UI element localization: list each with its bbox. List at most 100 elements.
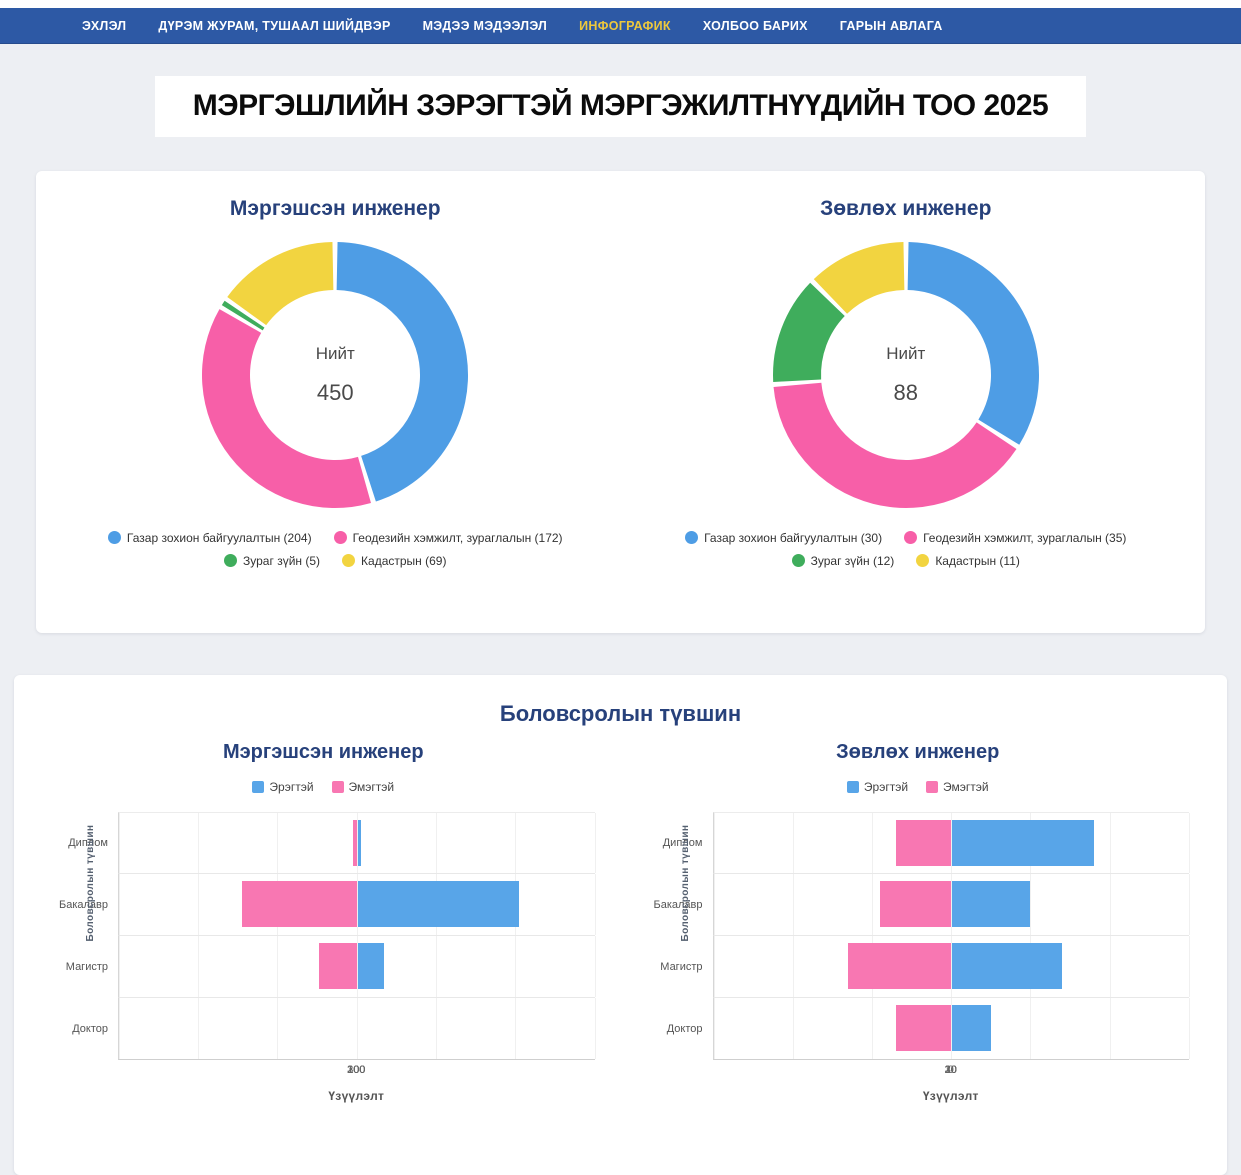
x-tick-label: 0 bbox=[947, 1063, 954, 1076]
degree-donuts-card: Мэргэшсэн инженер Нийт 450 Газар зохион бай… bbox=[36, 170, 1205, 633]
legend-row: Газар зохион байгуулалтын (30) Геодезийн … bbox=[674, 531, 1137, 554]
gridline bbox=[277, 812, 279, 873]
legend-dot-icon bbox=[107, 531, 121, 544]
y-axis-title: Боловсролын түвшин bbox=[84, 824, 96, 941]
bar-row: Доктор bbox=[52, 997, 596, 1060]
legend-label: Эмэгтэй bbox=[348, 779, 395, 794]
gridline bbox=[951, 873, 953, 935]
nav-item-5[interactable]: ХОЛБОО БАРИХ bbox=[702, 19, 808, 33]
bar-row: Магистр bbox=[52, 935, 596, 998]
top-strip bbox=[0, 0, 1241, 8]
legend-label: Зураг зүйн (12) bbox=[810, 553, 895, 568]
legend-dot-icon bbox=[791, 554, 805, 567]
x-tick-label: 300 bbox=[347, 1063, 366, 1076]
x-axis-title: Үзүүлэлт bbox=[328, 1088, 385, 1103]
legend-item: Эрэгтэй bbox=[846, 780, 908, 794]
donut-legend: Газар зохион байгуулалтын (30) Геодезийн … bbox=[674, 531, 1137, 577]
plot-main: Диплом Бакалавр Магистр Доктор bbox=[52, 811, 596, 1060]
legend-dot-icon bbox=[916, 554, 930, 567]
donut-slice-4 bbox=[813, 241, 905, 314]
category-label: Бакалавр bbox=[58, 898, 108, 911]
bar-legend: Эрэгтэй Эмэгтэй bbox=[846, 780, 989, 794]
donut-slice-2 bbox=[202, 308, 372, 508]
bar-female bbox=[895, 819, 952, 866]
bar-track bbox=[712, 873, 1190, 936]
legend-label: Кадастрын (69) bbox=[361, 553, 447, 568]
page-title: МЭРГЭШЛИЙН ЗЭРЭГТЭЙ МЭРГЭЖИЛТНҮҮДИЙН ТОО… bbox=[154, 76, 1087, 137]
bar-track bbox=[712, 935, 1190, 998]
legend-dot-icon bbox=[685, 531, 699, 544]
bar-female bbox=[895, 1005, 952, 1051]
gridline bbox=[1030, 873, 1032, 935]
gridline bbox=[951, 935, 953, 997]
gridline bbox=[515, 997, 517, 1059]
x-tick-label: 300 bbox=[347, 1063, 366, 1076]
gridline bbox=[792, 812, 794, 873]
gridline bbox=[951, 812, 953, 873]
bar-row: Доктор bbox=[647, 997, 1190, 1060]
legend-label: Кадастрын (11) bbox=[935, 553, 1020, 568]
nav-item-6[interactable]: ГАРЫН АВЛАГА bbox=[839, 19, 943, 33]
legend-label: Газар зохион байгуулалтын (30) bbox=[704, 530, 883, 545]
bar-female bbox=[848, 943, 952, 989]
legend-label: Газар зохион байгуулалтын (204) bbox=[126, 530, 312, 545]
x-tick-label: 10 bbox=[944, 1063, 957, 1076]
category-label: Диплом bbox=[662, 836, 703, 849]
gridline bbox=[713, 997, 715, 1059]
donut-chart-specialized-engineer: Мэргэшсэн инженер Нийт 450 Газар зохион бай… bbox=[50, 197, 621, 611]
gridline bbox=[119, 935, 120, 997]
bar-track bbox=[118, 935, 596, 998]
bar-row: Бакалавр bbox=[52, 873, 596, 936]
nav-item-1[interactable]: ЭХЛЭЛ bbox=[82, 19, 127, 33]
legend-label: Геодезийн хэмжилт, зураглалын (35) bbox=[923, 530, 1127, 545]
bar-track bbox=[118, 997, 596, 1060]
legend-swatch-icon bbox=[926, 780, 939, 793]
nav-item-3[interactable]: МЭДЭЭ МЭДЭЭЛЭЛ bbox=[422, 19, 548, 33]
gridline bbox=[1189, 997, 1190, 1059]
x-tick-label: 30 bbox=[944, 1063, 957, 1076]
nav-item-2[interactable]: ДҮРЭМ ЖУРАМ, ТУШААЛ ШИЙДВЭР bbox=[158, 19, 391, 33]
legend-dot-icon bbox=[904, 531, 918, 544]
gridline bbox=[713, 935, 715, 997]
x-tick-label: 30 bbox=[944, 1063, 957, 1076]
donut-slice-1 bbox=[336, 241, 469, 502]
gridline bbox=[594, 812, 596, 873]
category-label: Бакалавр bbox=[653, 898, 703, 911]
x-tick-label: 100 bbox=[347, 1063, 366, 1076]
legend-item: Геодезийн хэмжилт, зураглалын (35) bbox=[904, 531, 1126, 545]
legend-label: Геодезийн хэмжилт, зураглалын (172) bbox=[352, 530, 563, 545]
nav-item-4[interactable]: ИНФОГРАФИК bbox=[579, 19, 671, 33]
legend-item: Кадастрын (11) bbox=[916, 554, 1020, 568]
bar-row: Магистр bbox=[647, 935, 1190, 998]
gridline bbox=[515, 935, 517, 997]
category-label: Магистр bbox=[660, 960, 703, 973]
bar-male bbox=[357, 881, 520, 927]
chart-title: Зөвлөх инженер bbox=[836, 740, 1000, 763]
y-axis-title-box: Боловсролын түвшин bbox=[627, 812, 690, 1060]
bar-female bbox=[318, 943, 357, 989]
gridline bbox=[198, 997, 200, 1059]
gridline bbox=[594, 873, 596, 935]
gridline bbox=[356, 935, 358, 997]
gridline bbox=[198, 873, 200, 935]
legend-swatch-icon bbox=[331, 780, 344, 793]
x-tick-label: 0 bbox=[353, 1063, 360, 1076]
donut-chart-consultant-engineer: Зөвлөх инженер Нийт 88 Газар зохион байгуул… bbox=[621, 197, 1192, 611]
gridline bbox=[119, 873, 120, 935]
legend-row: Газар зохион байгуулалтын (204) Геодезийн… bbox=[97, 531, 574, 554]
gridline bbox=[1189, 935, 1190, 997]
bar-chart-consultant-engineer: Зөвлөх инженер Эрэгтэй Эмэгтэй Боловсролын … bbox=[621, 741, 1216, 1103]
donut-slice-1 bbox=[907, 241, 1039, 445]
nav-list: ЭХЛЭЛ ДҮРЭМ ЖУРАМ, ТУШААЛ ШИЙДВЭР МЭДЭЭ МЭ… bbox=[0, 19, 943, 33]
legend-swatch-icon bbox=[252, 780, 265, 793]
chart-title: Мэргэшсэн инженер bbox=[222, 740, 424, 763]
legend-dot-icon bbox=[224, 554, 238, 567]
legend-dot-icon bbox=[333, 531, 347, 544]
gridline bbox=[1189, 873, 1190, 935]
bar-track bbox=[118, 873, 596, 936]
gridline bbox=[871, 873, 873, 935]
bar-row: Бакалавр bbox=[647, 873, 1190, 936]
legend-item: Эрэгтэй bbox=[252, 780, 314, 794]
gridline bbox=[356, 812, 358, 873]
donut: Нийт 450 bbox=[195, 235, 475, 515]
